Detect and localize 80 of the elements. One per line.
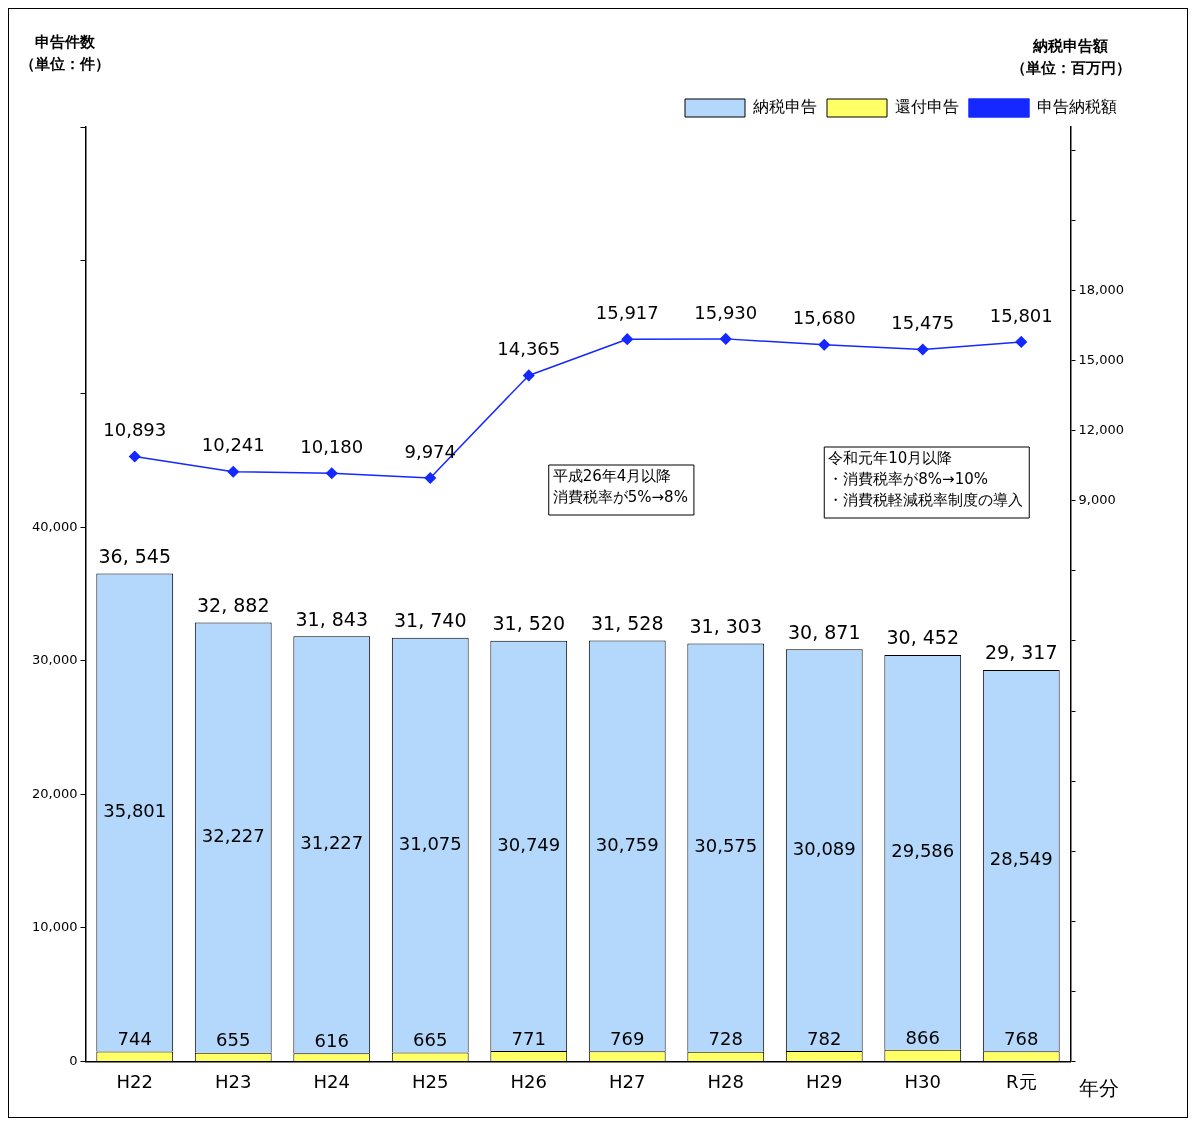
total-label: 36, 545 <box>98 545 171 568</box>
data-label: 31,075 <box>398 832 462 854</box>
y-tick-label: 10,000 <box>31 919 78 935</box>
y-tick-label: 20,000 <box>31 785 78 801</box>
total-label: 32, 882 <box>196 593 270 616</box>
point <box>818 338 831 351</box>
data-label: 15,917 <box>595 301 659 323</box>
x-tick-label: H27 <box>609 1070 646 1092</box>
y2-tick-label: 18,000 <box>1078 281 1125 297</box>
point <box>227 466 239 478</box>
x-tick-label: H22 <box>116 1070 153 1092</box>
data-label: 728 <box>708 1028 743 1050</box>
total-label: 31, 740 <box>393 609 467 632</box>
point <box>720 333 732 345</box>
point <box>621 333 633 345</box>
y2-tick-label: 12,000 <box>1078 422 1125 438</box>
data-label: 771 <box>511 1027 546 1049</box>
point <box>424 472 436 484</box>
y2-tick-label: 15,000 <box>1078 351 1125 367</box>
total-label: 30, 871 <box>787 620 861 643</box>
point <box>128 450 141 463</box>
data-label: 665 <box>413 1029 448 1051</box>
x-tick-label: H24 <box>313 1070 350 1092</box>
point <box>325 467 338 479</box>
data-label: 744 <box>117 1028 152 1050</box>
y-tick-label: 40,000 <box>31 518 78 534</box>
data-label: 30,089 <box>792 837 856 859</box>
point <box>523 369 535 382</box>
total-label: 29, 317 <box>985 641 1058 664</box>
annotation: 令和元年10月以降 <box>828 449 953 468</box>
legend-label: 申告納税額 <box>1037 97 1117 117</box>
x-tick-label: H30 <box>904 1070 941 1092</box>
total-label: 31, 528 <box>590 611 664 634</box>
data-label: 15,680 <box>792 307 856 329</box>
data-label: 655 <box>216 1029 251 1051</box>
annotation: 消費税率が5%→8% <box>552 488 688 507</box>
legend-label: 還付申告 <box>895 97 959 117</box>
data-label: 15,930 <box>694 301 758 323</box>
data-label: 10,893 <box>103 419 167 441</box>
data-label: 10,241 <box>201 434 265 456</box>
total-label: 31, 520 <box>492 612 566 635</box>
data-label: 30,749 <box>497 833 561 855</box>
x-tick-label: R元 <box>1006 1070 1037 1092</box>
x-tick-label: H29 <box>806 1070 843 1092</box>
data-label: 29,586 <box>891 840 955 862</box>
x-tick-label: H23 <box>215 1070 252 1092</box>
data-label: 31,227 <box>300 832 364 854</box>
point <box>917 343 929 356</box>
x-tick-label: H28 <box>707 1070 744 1092</box>
data-label: 768 <box>1004 1027 1039 1049</box>
data-label: 15,475 <box>891 312 955 334</box>
data-label: 616 <box>314 1029 349 1051</box>
point <box>1015 336 1028 348</box>
y-axis-title: 申告件数（単位：件） <box>20 33 111 73</box>
data-label: 866 <box>905 1026 940 1048</box>
annotation: ・消費税率が8%→10% <box>828 470 988 489</box>
data-label: 769 <box>610 1027 645 1049</box>
data-label: 14,365 <box>497 338 561 360</box>
y2-tick-label: 9,000 <box>1078 492 1116 508</box>
total-label: 31, 303 <box>689 614 763 637</box>
total-label: 31, 843 <box>295 607 369 630</box>
total-label: 30, 452 <box>886 626 960 649</box>
data-label: 15,801 <box>989 304 1053 326</box>
data-label: 10,180 <box>300 435 364 457</box>
y2-axis-title: 納税申告額（単位：百万円） <box>1010 37 1131 77</box>
data-label: 30,759 <box>595 833 659 855</box>
y-tick-label: 30,000 <box>31 652 78 668</box>
annotation: 平成26年4月以降 <box>552 467 672 486</box>
x-tick-label: H25 <box>412 1070 449 1092</box>
data-label: 9,974 <box>404 440 457 462</box>
annotation: ・消費税軽減税率制度の導入 <box>828 491 1024 510</box>
data-label: 28,549 <box>989 848 1053 870</box>
data-label: 782 <box>807 1027 842 1049</box>
x-tick-label: H26 <box>510 1070 547 1092</box>
data-label: 35,801 <box>103 800 167 822</box>
y-tick-label: 0 <box>69 1052 78 1068</box>
x-axis-title: 年分 <box>1078 1075 1119 1100</box>
legend-label: 納税申告 <box>753 97 817 117</box>
data-label: 30,575 <box>694 835 758 857</box>
data-label: 32,227 <box>201 825 265 847</box>
